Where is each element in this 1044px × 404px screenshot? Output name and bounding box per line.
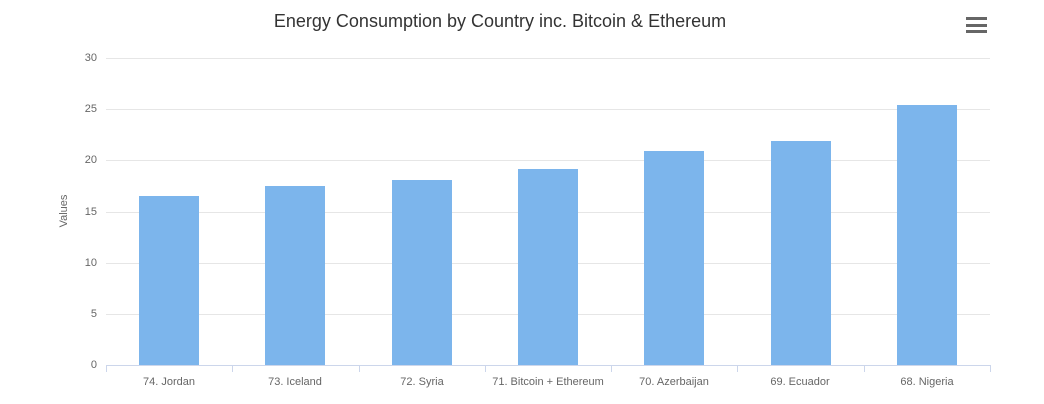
x-axis-tick bbox=[990, 366, 991, 372]
x-axis-category-label: 71. Bitcoin + Ethereum bbox=[492, 376, 604, 388]
bar-68-nigeria[interactable] bbox=[897, 105, 957, 365]
hamburger-menu-icon bbox=[966, 23, 987, 27]
x-axis-tick bbox=[232, 366, 233, 372]
bar-72-syria[interactable] bbox=[392, 180, 452, 365]
x-axis-tick bbox=[737, 366, 738, 372]
y-axis-tick-label: 30 bbox=[84, 52, 97, 64]
chart-title: Energy Consumption by Country inc. Bitco… bbox=[273, 11, 727, 31]
x-axis-line bbox=[106, 365, 991, 366]
chart-context-menu-button[interactable] bbox=[963, 13, 991, 37]
x-axis-category-label: 70. Azerbaijan bbox=[639, 376, 709, 388]
x-axis-tick bbox=[106, 366, 107, 372]
bar-70-azerbaijan[interactable] bbox=[644, 151, 704, 365]
y-axis-tick-label: 20 bbox=[84, 154, 97, 166]
x-axis-tick bbox=[864, 366, 865, 372]
hamburger-menu-icon bbox=[966, 30, 987, 33]
x-axis-category-label: 68. Nigeria bbox=[900, 376, 954, 388]
gridline-25 bbox=[106, 109, 990, 110]
bar-69-ecuador[interactable] bbox=[771, 141, 831, 365]
x-axis-tick bbox=[611, 366, 612, 372]
x-axis-category-label: 73. Iceland bbox=[268, 376, 322, 388]
bar-73-iceland[interactable] bbox=[265, 186, 325, 365]
gridline-20 bbox=[106, 160, 990, 161]
bar-74-jordan[interactable] bbox=[139, 196, 199, 365]
y-axis-tick-label: 0 bbox=[90, 359, 97, 371]
hamburger-menu-icon bbox=[966, 17, 987, 20]
gridline-30 bbox=[106, 58, 990, 59]
y-axis-tick-label: 5 bbox=[90, 308, 97, 320]
bar-71-bitcoin-ethereum[interactable] bbox=[518, 169, 578, 365]
y-axis-tick-label: 15 bbox=[84, 206, 97, 218]
x-axis-tick bbox=[359, 366, 360, 372]
x-axis-tick bbox=[485, 366, 486, 372]
y-axis-tick-label: 10 bbox=[84, 257, 97, 269]
x-axis-category-label: 69. Ecuador bbox=[770, 376, 830, 388]
x-axis-category-label: 72. Syria bbox=[400, 376, 444, 388]
y-axis-tick-label: 25 bbox=[84, 103, 97, 115]
x-axis-category-label: 74. Jordan bbox=[143, 376, 195, 388]
